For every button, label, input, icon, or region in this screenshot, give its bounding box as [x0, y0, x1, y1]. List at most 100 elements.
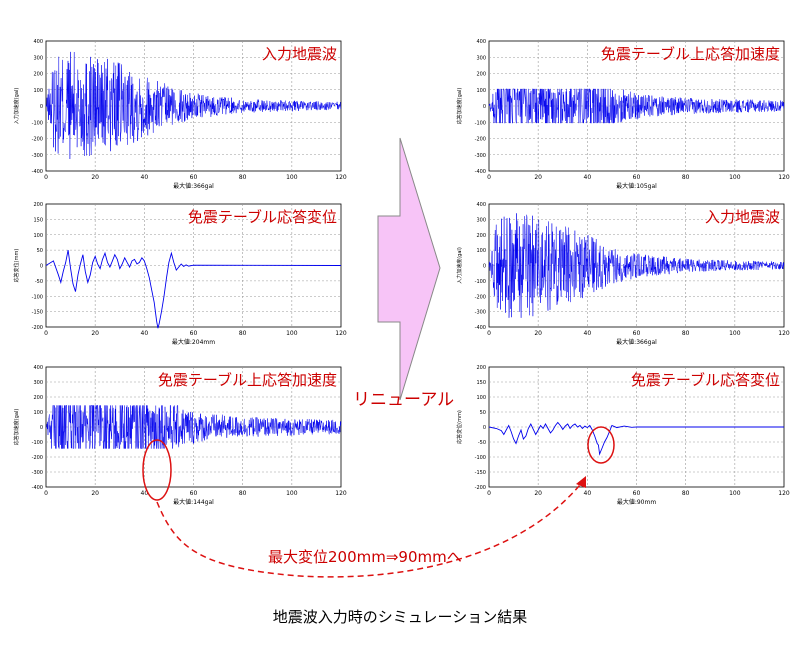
- chart-left-accel-table: 0 20 40 60 80 100 120 400 300 200 100 0 -100 -200 -300…: [456, 39, 790, 190]
- x-tick-label: 100: [729, 174, 741, 181]
- y-tick-label: 100: [476, 395, 486, 401]
- y-tick-label: 300: [33, 380, 43, 386]
- y-tick-label: -300: [32, 153, 43, 159]
- y-tick-label: -200: [32, 137, 43, 143]
- y-tick-label: -100: [475, 279, 486, 285]
- x-tick-label: 80: [239, 490, 247, 497]
- y-tick-label: 0: [483, 264, 486, 270]
- panel-title: 免震テーブル上応答加速度: [158, 371, 337, 389]
- x-tick-label: 60: [633, 330, 641, 337]
- x-tick-label: 100: [729, 490, 741, 497]
- y-axis-label: 入力加速度(gal): [13, 88, 20, 125]
- series-line: [488, 88, 785, 124]
- x-tick-label: 20: [534, 490, 542, 497]
- x-tick-label: 20: [534, 174, 542, 181]
- y-tick-label: -400: [475, 169, 486, 175]
- y-tick-label: 200: [33, 395, 43, 401]
- panel-title: 免震テーブル応答変位: [188, 208, 337, 226]
- y-tick-label: 50: [37, 248, 43, 254]
- callout-arrowhead: [576, 476, 586, 488]
- y-tick-label: -100: [32, 294, 43, 300]
- callout-connector: [156, 479, 585, 578]
- x-tick-label: 60: [633, 490, 641, 497]
- x-tick-label: 100: [286, 174, 298, 181]
- panel-title: 免震テーブル上応答加速度: [601, 45, 780, 63]
- charts-layer: 0 20 40 60 80 100 1204003002001000-100-200-300…: [13, 39, 790, 506]
- x-tick-label: 100: [286, 490, 298, 497]
- y-axis-label: 応答変位(mm): [456, 410, 463, 444]
- y-tick-label: 200: [33, 72, 43, 78]
- y-tick-label: 200: [33, 202, 43, 208]
- series-line: [488, 421, 784, 456]
- x-tick-label: 0: [487, 174, 491, 181]
- y-tick-label: -200: [475, 137, 486, 143]
- panel-title: 入力地震波: [262, 45, 337, 63]
- x-tick-label: 20: [91, 490, 99, 497]
- y-tick-label: 0: [40, 104, 43, 110]
- x-tick-label: 40: [584, 490, 592, 497]
- y-tick-label: 200: [476, 365, 486, 371]
- y-tick-label: -50: [35, 279, 43, 285]
- x-tick-label: 20: [534, 330, 542, 337]
- x-axis-label: 最大値:204mm: [172, 338, 215, 346]
- panel-title: 免震テーブル応答変位: [631, 371, 780, 389]
- x-tick-label: 0: [487, 330, 491, 337]
- x-tick-label: 0: [44, 174, 48, 181]
- y-tick-label: 100: [33, 233, 43, 239]
- y-tick-label: 100: [33, 410, 43, 416]
- x-tick-label: 120: [778, 330, 790, 337]
- x-tick-label: 60: [190, 174, 198, 181]
- y-tick-label: 400: [33, 39, 43, 45]
- x-tick-label: 40: [141, 174, 149, 181]
- y-tick-label: 0: [483, 425, 486, 431]
- x-tick-label: 60: [190, 330, 198, 337]
- y-tick-label: -300: [32, 470, 43, 476]
- x-tick-label: 0: [487, 490, 491, 497]
- x-tick-label: 120: [335, 174, 347, 181]
- callout-label: 最大変位200mm⇒90mmへ: [268, 548, 462, 566]
- x-tick-label: 100: [729, 330, 741, 337]
- x-axis-label: 最大値:366gal: [616, 338, 657, 346]
- x-tick-label: 100: [286, 330, 298, 337]
- x-tick-label: 40: [141, 330, 149, 337]
- y-tick-label: 0: [40, 264, 43, 270]
- x-tick-label: 40: [584, 330, 592, 337]
- y-axis-label: 応答変位(mm): [13, 249, 20, 283]
- y-tick-label: 0: [483, 104, 486, 110]
- y-tick-label: 300: [476, 55, 486, 61]
- renewal-arrow-shape: [377, 137, 441, 401]
- y-axis-label: 入力加速度(gal): [456, 247, 463, 284]
- y-tick-label: 100: [476, 248, 486, 254]
- y-tick-label: -150: [32, 310, 43, 316]
- series-line: [45, 51, 342, 160]
- y-tick-label: 50: [480, 410, 486, 416]
- chart-left-disp-table: 0 20 40 60 80 100 120 200 150 100 50 0 -50 -100 -150 -2…: [13, 202, 347, 346]
- arrow-label: リニューアル: [353, 390, 454, 410]
- x-tick-label: 80: [682, 330, 690, 337]
- y-tick-label: 400: [476, 39, 486, 45]
- y-tick-label: -100: [32, 120, 43, 126]
- x-tick-label: 20: [91, 174, 99, 181]
- y-tick-label: -200: [32, 455, 43, 461]
- y-tick-label: -300: [475, 153, 486, 159]
- chart-right-accel-input: 0 20 40 60 80 100 120 400 300 200 100 0 -100 -200 -300…: [456, 202, 790, 346]
- x-tick-label: 120: [335, 330, 347, 337]
- x-axis-label: 最大値:105gal: [616, 182, 657, 190]
- right-peak-highlight: [587, 426, 615, 464]
- x-tick-label: 40: [584, 174, 592, 181]
- x-tick-label: 120: [335, 490, 347, 497]
- y-tick-label: 300: [476, 217, 486, 223]
- y-tick-label: -200: [475, 294, 486, 300]
- y-tick-label: -200: [475, 485, 486, 491]
- y-tick-label: -400: [32, 169, 43, 175]
- y-tick-label: -300: [475, 310, 486, 316]
- chart-left-accel-input: 0 20 40 60 80 100 120 400 300 200 100 0 -100 -200 -300…: [13, 39, 347, 190]
- x-axis-label: 最大値:144gal: [173, 498, 214, 506]
- chart-right-disp-table: 0 20 40 60 80 100 120 200 150 100 50 0 -50 -100 -150 -2…: [456, 365, 790, 506]
- y-tick-label: 400: [476, 202, 486, 208]
- y-tick-label: -100: [32, 440, 43, 446]
- x-tick-label: 40: [141, 490, 149, 497]
- y-tick-label: 200: [476, 233, 486, 239]
- figure-canvas: 0 20 40 60 80 100 1204003002001000-100-200-300…: [13, 39, 790, 578]
- figure-caption: 地震波入力時のシミュレーション結果: [272, 608, 528, 626]
